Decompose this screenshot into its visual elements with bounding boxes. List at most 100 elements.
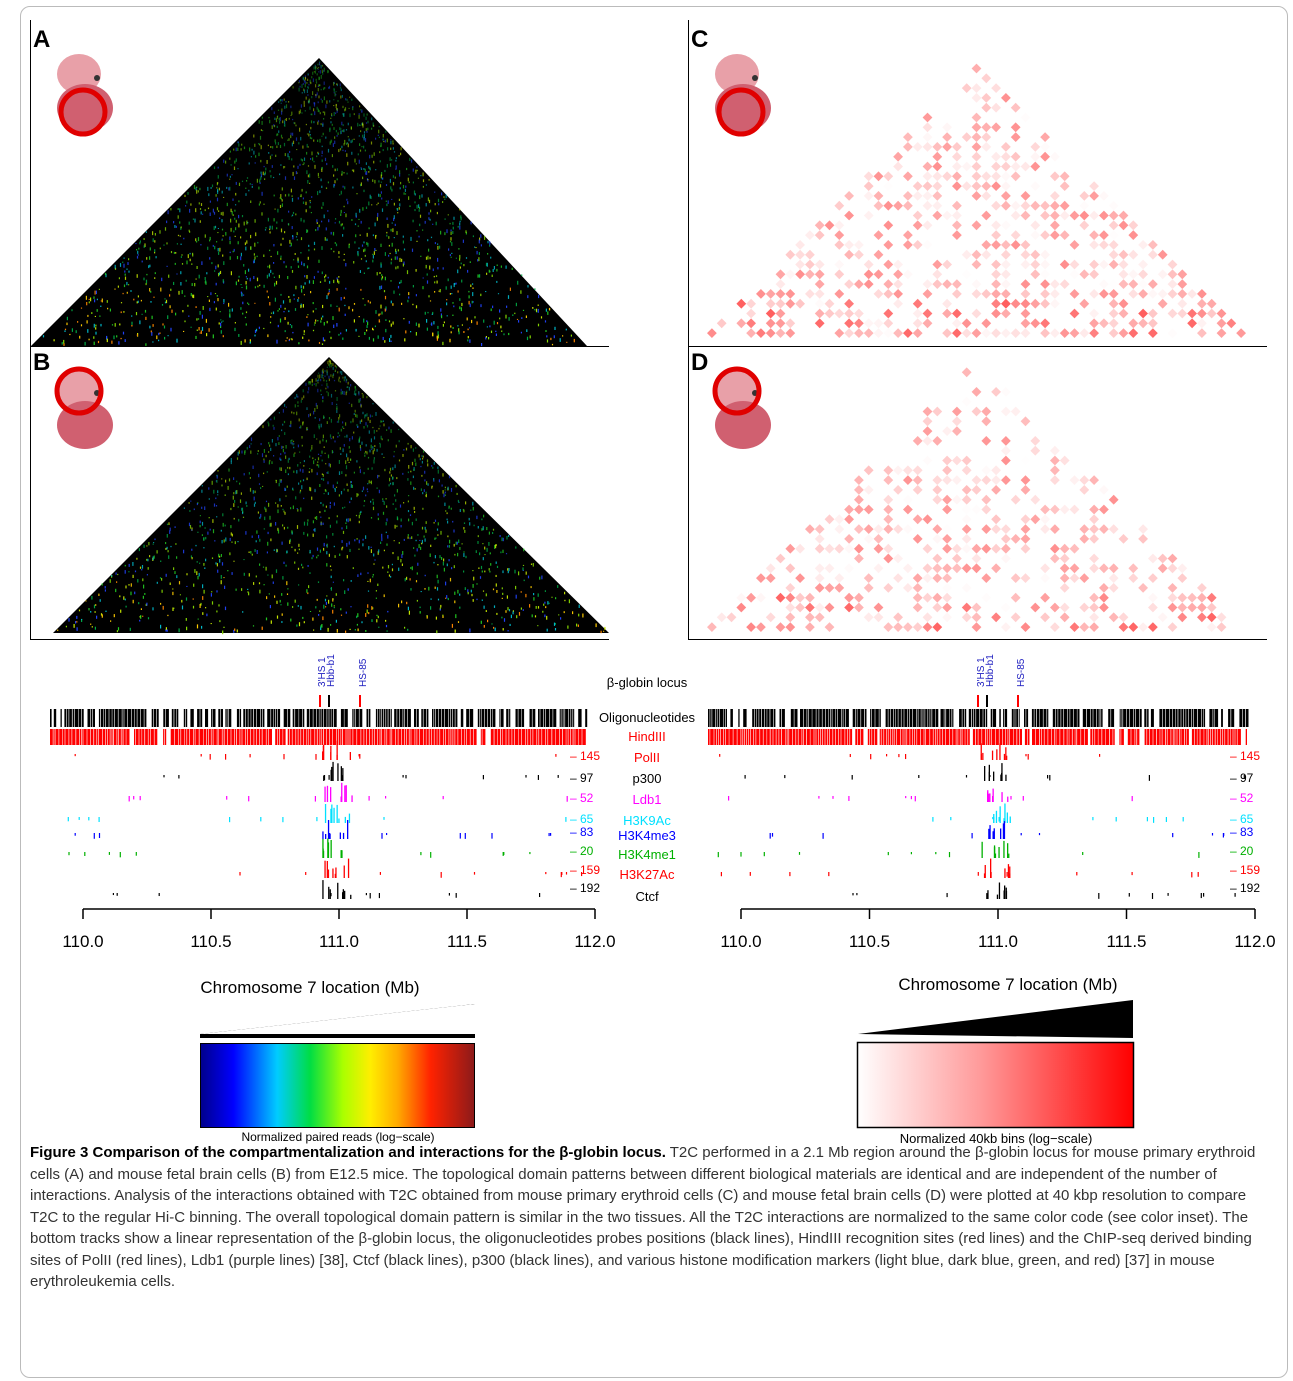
contact-mark <box>447 545 449 548</box>
interaction-bin <box>765 328 776 338</box>
contact-mark <box>297 259 299 263</box>
contact-mark <box>293 176 296 180</box>
contact-mark <box>139 619 141 622</box>
contact-mark <box>409 537 411 540</box>
contact-mark <box>321 69 323 73</box>
track-mark <box>802 729 804 745</box>
contact-mark <box>400 559 402 563</box>
interaction-bin <box>893 200 903 211</box>
contact-mark <box>488 542 490 546</box>
interaction-bin <box>844 249 854 260</box>
contact-mark <box>358 335 360 337</box>
peak-mark <box>178 775 180 779</box>
contact-mark <box>94 290 96 295</box>
contact-mark <box>329 331 331 333</box>
contact-mark <box>324 279 326 282</box>
contact-mark <box>368 612 370 615</box>
contact-mark <box>365 450 367 453</box>
contact-mark <box>139 242 141 245</box>
interaction-bin <box>961 83 972 93</box>
contact-mark <box>217 232 219 234</box>
contact-mark <box>415 305 418 309</box>
track-mark <box>181 729 185 745</box>
interaction-bin <box>942 455 952 466</box>
contact-mark <box>469 261 471 263</box>
contact-mark <box>558 614 560 616</box>
contact-mark <box>304 110 306 112</box>
track-mark <box>515 709 518 727</box>
track-mark <box>497 729 501 745</box>
track-mark <box>59 729 63 745</box>
track-mark <box>1031 709 1034 727</box>
track-mark <box>1048 729 1052 745</box>
contact-mark <box>280 480 282 483</box>
track-mark <box>841 729 845 745</box>
contact-mark <box>372 329 374 331</box>
contact-mark <box>276 125 278 128</box>
contact-mark <box>145 279 148 284</box>
contact-mark <box>405 185 407 188</box>
contact-mark <box>393 237 395 239</box>
contact-mark <box>316 556 318 559</box>
contact-mark <box>324 111 326 116</box>
track-mark <box>930 709 932 727</box>
contact-mark <box>134 591 136 595</box>
contact-mark <box>210 593 212 597</box>
track-mark <box>514 729 519 745</box>
contact-mark <box>196 266 198 269</box>
contact-mark <box>349 450 351 453</box>
track-mark <box>1024 709 1026 727</box>
contact-mark <box>424 479 426 482</box>
track-mark <box>103 709 106 727</box>
interaction-bin <box>961 142 972 152</box>
interaction-bin <box>942 475 952 485</box>
interaction-bin <box>922 514 933 525</box>
contact-mark <box>330 304 332 307</box>
contact-mark <box>448 506 450 509</box>
contact-mark <box>454 553 456 556</box>
contact-mark <box>363 134 365 138</box>
contact-mark <box>277 509 279 514</box>
contact-mark <box>208 193 210 197</box>
contact-mark <box>412 448 414 452</box>
genome-tracks: 3'HS 1 Hbb-b1 HS-85 3'HS 1 Hbb-b1 HS-85 … <box>50 654 1276 951</box>
contact-mark <box>323 322 325 326</box>
contact-mark <box>320 64 322 69</box>
interaction-bin <box>1050 475 1060 485</box>
contact-mark <box>338 149 340 153</box>
embryo-icon <box>54 366 113 449</box>
contact-mark <box>254 242 256 247</box>
contact-mark <box>292 171 294 176</box>
track-mark <box>237 729 240 745</box>
contact-mark <box>390 139 392 141</box>
contact-mark <box>320 455 322 457</box>
contact-mark <box>424 470 426 474</box>
interaction-bin <box>1030 514 1041 525</box>
contact-mark <box>317 151 319 154</box>
contact-mark <box>477 526 479 529</box>
interaction-bin <box>1001 191 1011 201</box>
contact-mark <box>375 169 377 171</box>
contact-mark <box>101 298 103 303</box>
embryo-icon <box>712 366 771 449</box>
contact-mark <box>334 180 336 184</box>
track-mark <box>171 709 174 727</box>
contact-mark <box>296 624 298 627</box>
contact-mark <box>459 298 461 301</box>
contact-mark <box>201 326 204 331</box>
contact-mark <box>328 288 330 291</box>
contact-mark <box>318 259 320 263</box>
contact-mark <box>338 460 340 464</box>
contact-mark <box>433 462 435 465</box>
contact-mark <box>348 446 350 449</box>
peak-mark <box>229 817 231 823</box>
contact-mark <box>259 180 261 183</box>
contact-mark <box>274 208 276 210</box>
peak-mark <box>327 820 330 839</box>
track-mark <box>958 729 960 745</box>
track-mark <box>779 709 782 727</box>
contact-mark <box>357 493 359 496</box>
contact-mark <box>281 593 283 596</box>
contact-mark <box>294 404 296 408</box>
track-mark <box>1181 729 1184 745</box>
